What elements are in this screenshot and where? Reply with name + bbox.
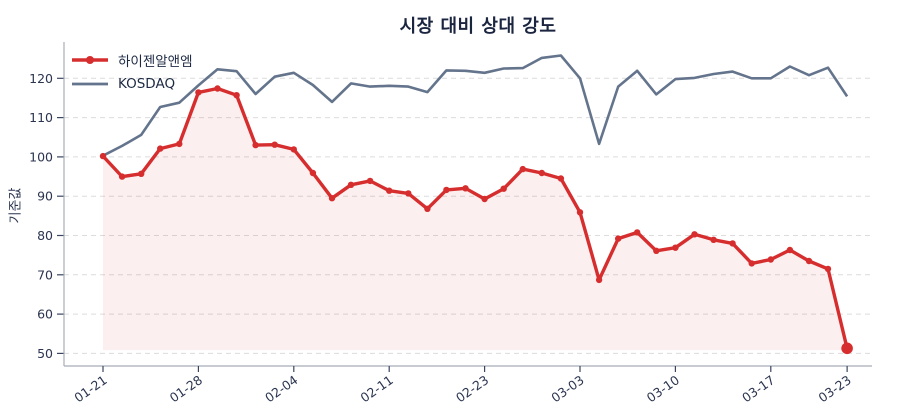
y-tick-label: 90: [37, 189, 53, 204]
stock-point-marker: [481, 195, 488, 203]
stock-point-marker: [767, 256, 774, 263]
y-tick-label: 70: [37, 267, 53, 282]
stock-point-marker: [653, 247, 660, 254]
stock-point-marker: [672, 244, 679, 251]
stock-point-marker: [443, 186, 450, 194]
red-series-area-fill: [103, 88, 848, 351]
y-tick-label: 110: [29, 110, 53, 125]
x-tick-label: 02-04: [262, 372, 300, 405]
stock-point-marker: [405, 190, 412, 197]
legend-item-kosdaq: KOSDAQ: [70, 74, 193, 94]
stock-point-marker: [157, 145, 164, 152]
stock-point-marker: [557, 175, 565, 182]
stock-point-marker: [500, 185, 507, 192]
stock-point-marker: [615, 235, 622, 242]
x-tick-label: 02-23: [453, 372, 491, 405]
chart-title: 시장 대비 상대 강도: [399, 16, 557, 37]
stock-point-marker: [252, 141, 259, 149]
x-tick-label: 02-11: [358, 372, 396, 405]
stock-point-marker: [138, 170, 145, 177]
y-tick-label: 50: [37, 346, 53, 361]
stock-point-marker: [805, 257, 813, 265]
y-tick-label: 100: [29, 149, 53, 164]
stock-point-marker: [786, 246, 794, 254]
gray-line-icon: [72, 82, 108, 86]
legend: 하이젠알앤엠 KOSDAQ: [70, 50, 193, 94]
red-line-marker-icon: [72, 56, 108, 64]
x-tick-label: 03-23: [815, 372, 853, 405]
stock-point-marker: [309, 169, 317, 177]
stock-point-marker: [386, 187, 393, 194]
stock-point-marker: [595, 276, 603, 284]
stock-point-marker: [233, 92, 240, 99]
stock-point-marker: [538, 169, 545, 177]
stock-point-marker: [271, 141, 278, 148]
stock-point-marker: [729, 240, 736, 247]
y-axis-label: 기준값: [8, 187, 24, 224]
stock-point-marker: [176, 140, 183, 148]
stock-point-marker: [710, 236, 717, 243]
stock-point-marker: [576, 209, 584, 216]
stock-point-marker: [748, 260, 755, 267]
stock-point-marker: [366, 177, 374, 185]
x-tick-label: 01-21: [71, 372, 109, 405]
stock-last-point-marker: [841, 342, 853, 355]
y-tick-label: 120: [29, 71, 53, 86]
stock-point-marker: [462, 185, 469, 192]
stock-point-marker: [118, 173, 126, 180]
x-tick-label: 03-17: [739, 372, 777, 405]
stock-point-marker: [328, 195, 336, 202]
stock-point-marker: [519, 165, 526, 173]
stock-point-marker: [691, 231, 698, 238]
stock-point-marker: [290, 146, 297, 153]
stock-point-marker: [824, 265, 832, 273]
stock-point-marker: [347, 181, 355, 188]
x-tick-label: 03-10: [644, 372, 682, 405]
x-tick-label: 03-03: [548, 372, 586, 405]
y-tick-label: 60: [37, 307, 53, 322]
y-tick-label: 80: [37, 228, 53, 243]
legend-label-stock: 하이젠알앤엠: [118, 54, 193, 70]
legend-label-kosdaq: KOSDAQ: [118, 76, 176, 92]
stock-line: [101, 86, 849, 349]
stock-point-marker: [99, 152, 107, 160]
stock-point-marker: [634, 229, 641, 236]
stock-point-marker: [424, 205, 431, 212]
kosdaq-line: [102, 54, 849, 157]
stock-point-marker: [214, 85, 221, 92]
stock-point-marker: [195, 89, 202, 96]
legend-item-stock: 하이젠알앤엠: [70, 50, 193, 70]
x-tick-label: 01-28: [167, 372, 205, 405]
